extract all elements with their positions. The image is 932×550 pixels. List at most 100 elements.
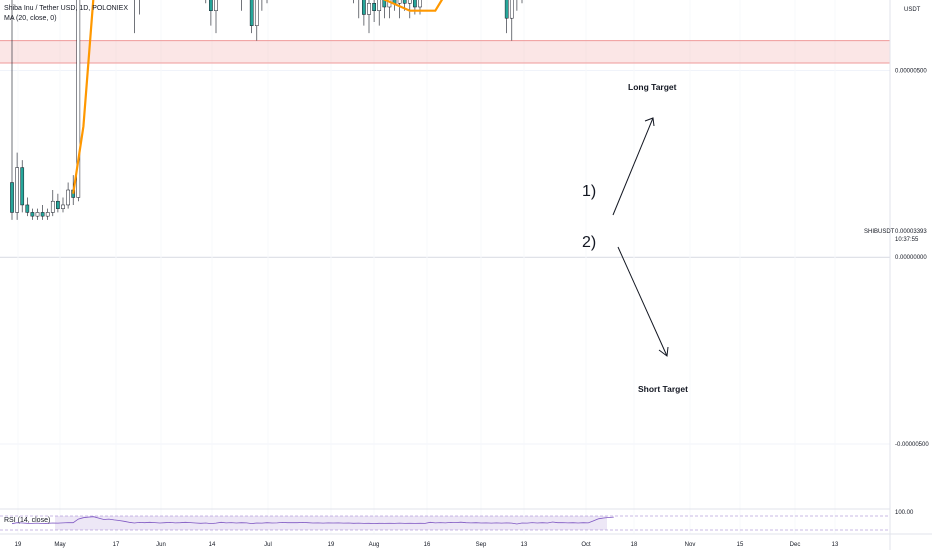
time-tick-label: 19 (328, 542, 335, 548)
candle-body (402, 0, 407, 4)
candle (25, 197, 30, 217)
short-arrow-line (617, 246, 668, 357)
candle (209, 0, 213, 26)
symbol-legend[interactable]: Shiba Inu / Tether USD, 1D, POLONIEX (4, 5, 128, 12)
candle (205, 0, 207, 4)
candle (254, 0, 259, 41)
short-target-label: Short Target (638, 384, 688, 394)
candle-body (509, 0, 514, 19)
badge-ticker: SHIBUSDT (864, 229, 895, 235)
candle-body (50, 200, 55, 213)
time-tick-label: 16 (424, 542, 431, 548)
candle-body (76, 0, 81, 198)
time-tick-label: 17 (113, 542, 120, 548)
last-price-badge: SHIBUSDT 0.00003393 10:37:55 (864, 229, 927, 243)
candle (139, 0, 140, 15)
candle (509, 0, 514, 41)
candle (40, 204, 45, 220)
time-tick-label: 13 (832, 542, 839, 548)
candle-body (20, 167, 25, 206)
badge-countdown: 10:37:55 (895, 237, 919, 243)
candle (66, 182, 70, 209)
candle-body (249, 0, 254, 26)
candle-body (61, 204, 65, 209)
rsi-legend[interactable]: RSI (14, close) (4, 517, 51, 524)
candle-body (40, 212, 45, 217)
time-tick-label: Nov (685, 542, 696, 548)
horizontal-levels (0, 40, 890, 64)
candle-body (30, 212, 35, 217)
candle-body (362, 0, 366, 15)
candle-body (25, 204, 30, 213)
time-tick-label: Oct (581, 542, 591, 548)
time-tick-label: Aug (369, 542, 380, 548)
candle (241, 0, 242, 11)
rsi-level-label: 100.00 (895, 510, 914, 516)
step-two-label: 2) (582, 234, 596, 251)
candle (418, 0, 422, 15)
step-one-label: 1) (582, 183, 596, 200)
short-arrow-head (658, 346, 669, 357)
candle (367, 0, 371, 34)
time-tick-label: Jul (264, 542, 272, 548)
candle (382, 0, 387, 19)
candle (249, 0, 254, 34)
candle-body (413, 0, 417, 8)
candlestick-series (10, 0, 523, 220)
candle (372, 0, 376, 22)
candle (61, 197, 65, 213)
candle (362, 0, 366, 26)
long-arrow-head (644, 117, 655, 127)
candle-body (15, 167, 19, 213)
candle (377, 0, 382, 26)
time-tick-label: Jun (156, 542, 166, 548)
candle (45, 208, 50, 220)
candle-body (45, 212, 50, 217)
candle (20, 160, 25, 213)
trend-arrows (612, 117, 669, 357)
time-tick-label: 13 (521, 542, 528, 548)
candle (10, 0, 14, 220)
time-tick-label: Dec (790, 542, 801, 548)
candle-body (214, 0, 218, 11)
candle (516, 0, 518, 11)
candle-body (504, 0, 509, 19)
candle (35, 208, 40, 220)
candle (521, 0, 523, 4)
price-tick-label: 0.00000500 (895, 68, 927, 74)
candle (504, 0, 509, 34)
candle (15, 152, 19, 220)
candle (30, 208, 35, 220)
long-arrow-line (612, 117, 654, 216)
time-axis-labels: 19 May 17 Jun 14 Jul 19 Aug 16 Sep 13 Oct 18 Nov 15 Dec… (15, 542, 839, 548)
candle (50, 190, 55, 217)
time-tick-label: 14 (209, 542, 216, 548)
candle (407, 0, 412, 19)
time-tick-label: 18 (631, 542, 638, 548)
candle (214, 0, 218, 34)
candle (56, 193, 60, 213)
time-tick-label: Sep (476, 542, 487, 548)
candle (413, 0, 417, 15)
candle (353, 0, 355, 4)
candle (397, 0, 402, 19)
candle-body (254, 0, 259, 26)
currency-label: USDT (904, 7, 921, 13)
rsi-line (11, 516, 614, 525)
candle-body (10, 182, 14, 213)
price-axis-ticks: 0.000065000.000060000.000055000.00005000… (895, 68, 929, 448)
candle (358, 0, 360, 19)
chart-grid (0, 69, 890, 445)
ma-legend[interactable]: MA (20, close, 0) (4, 15, 57, 22)
candle-body (407, 0, 412, 4)
support-band-fill (0, 40, 890, 64)
candle-body (66, 189, 70, 206)
badge-price: 0.00003393 (895, 229, 927, 235)
candle-body (35, 212, 40, 217)
price-tick-label: 0.00000000 (895, 255, 927, 261)
price-tick-label: -0.00000500 (895, 442, 929, 448)
long-target-label: Long Target (628, 82, 677, 92)
candle-body (382, 0, 387, 8)
candle (402, 0, 407, 11)
